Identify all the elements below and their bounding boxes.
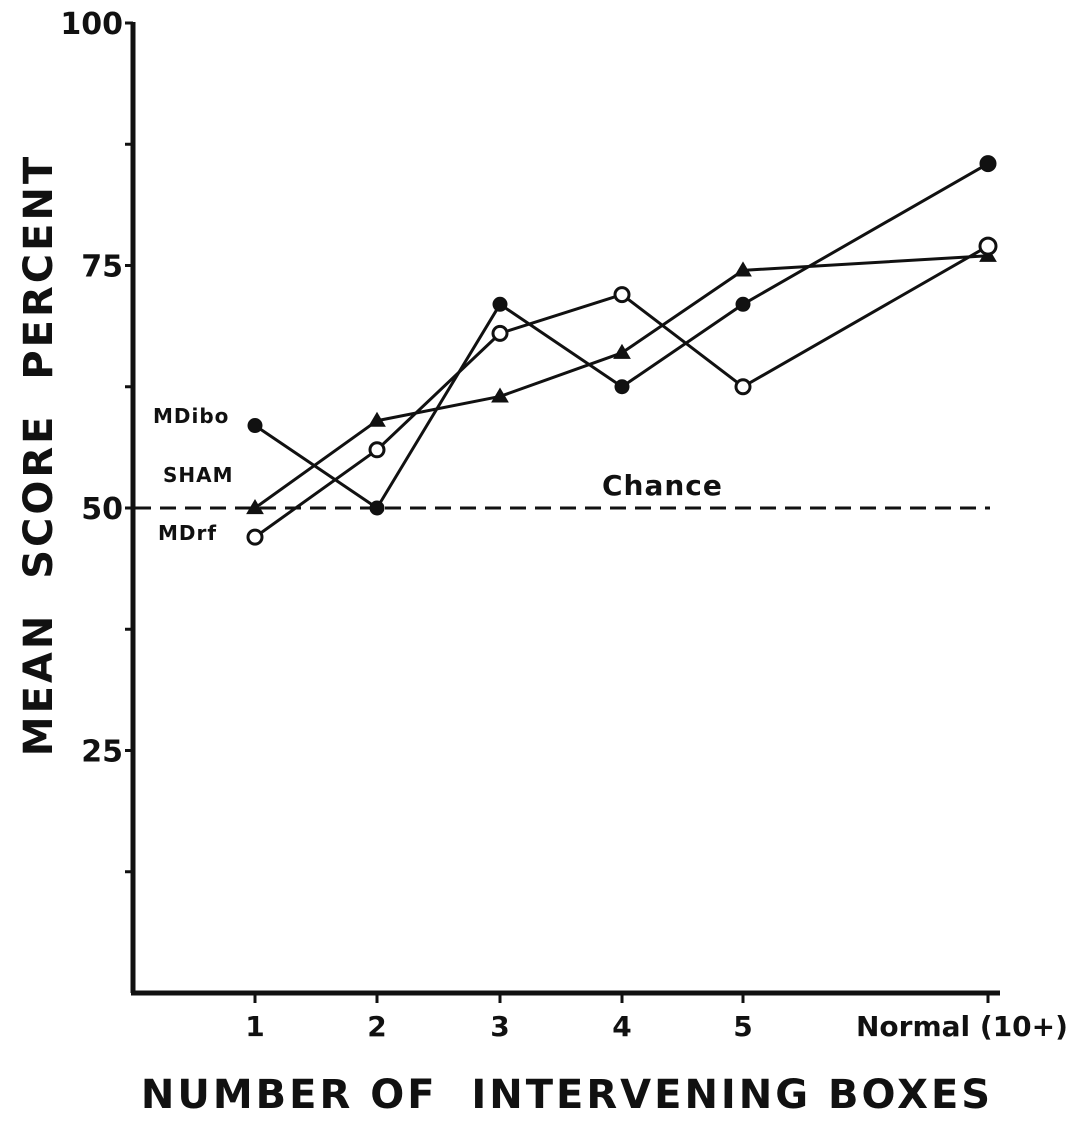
data-point-mdibo <box>492 296 508 312</box>
data-point-mdrf <box>246 528 264 546</box>
series-labels: MDibo SHAM MDrf Chance <box>153 404 723 545</box>
data-point-mdrf <box>734 378 752 396</box>
data-point-mdibo <box>247 418 263 434</box>
x-tick-label: 1 <box>245 1010 264 1043</box>
data-point-mdibo <box>979 155 997 173</box>
x-axis-ticks: 1 2 3 4 5 Normal (10+) <box>245 993 1066 1043</box>
chance-label: Chance <box>602 469 723 502</box>
data-point-mdibo <box>735 296 751 312</box>
series-group <box>246 155 998 546</box>
x-tick-label: 2 <box>367 1010 386 1043</box>
series-line-sham <box>254 254 989 510</box>
data-point-mdrf <box>613 286 631 304</box>
data-point-mdrf <box>491 324 509 342</box>
data-point-sham <box>368 411 386 427</box>
y-tick-label: 50 <box>81 492 123 527</box>
y-tick-label: 75 <box>81 250 123 285</box>
data-point-sham <box>734 261 752 277</box>
data-point-sham <box>491 387 509 403</box>
data-point-mdrf <box>368 441 386 459</box>
y-axis-ticks: 100 75 50 25 <box>60 7 133 874</box>
x-tick-label: 3 <box>490 1010 509 1043</box>
series-label-mdrf: MDrf <box>158 521 217 545</box>
x-axis-title: NUMBER OF INTERVENING BOXES <box>141 1072 993 1118</box>
x-tick-label: Normal (10+) <box>856 1010 1066 1043</box>
y-tick-label: 25 <box>81 735 123 770</box>
series-label-mdibo: MDibo <box>153 404 229 428</box>
data-point-mdrf <box>978 236 998 256</box>
series-label-sham: SHAM <box>163 463 234 487</box>
x-tick-label: 5 <box>733 1010 752 1043</box>
x-tick-label: 4 <box>612 1010 631 1043</box>
series-line-mdrf <box>254 244 989 539</box>
data-point-mdibo <box>614 379 630 395</box>
y-axis-title: MEAN SCORE PERCENT <box>16 154 62 756</box>
data-point-sham <box>613 343 631 359</box>
data-point-mdibo <box>369 500 385 516</box>
series-line-mdibo <box>254 162 989 510</box>
y-tick-label: 100 <box>60 7 123 42</box>
data-point-sham <box>246 499 264 515</box>
